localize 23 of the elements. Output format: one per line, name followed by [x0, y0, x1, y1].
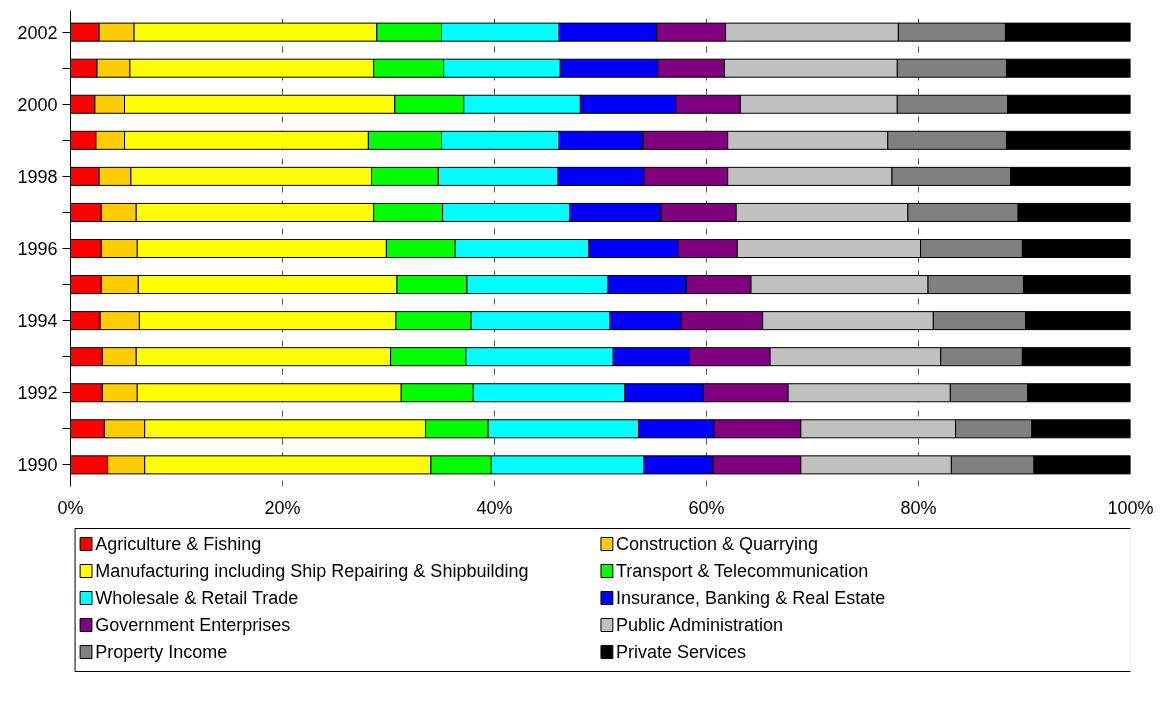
- legend-label: Wholesale & Retail Trade: [95, 588, 299, 608]
- legend-label: Insurance, Banking & Real Estate: [616, 588, 886, 608]
- y-tick-label: 1994: [17, 311, 58, 332]
- legend-label: Manufacturing including Ship Repairing & Shipbuilding: [95, 561, 529, 581]
- legend-label: Transport & Telecommunication: [616, 561, 869, 581]
- y-tick-label: 1992: [17, 383, 58, 404]
- x-tick-label: 20%: [264, 497, 301, 518]
- legend-label: Public Administration: [616, 615, 784, 635]
- x-tick-label: 60%: [688, 497, 725, 518]
- legend-label: Construction & Quarrying: [616, 534, 819, 554]
- x-tick-label: 80%: [900, 497, 937, 518]
- y-tick-label: 2002: [17, 22, 58, 43]
- legend-label: Property Income: [95, 642, 228, 662]
- y-tick-label: 2000: [17, 94, 58, 115]
- x-tick-label: 40%: [476, 497, 513, 518]
- legend-label: Agriculture & Fishing: [95, 534, 262, 554]
- y-tick-label: 1990: [17, 455, 58, 476]
- x-tick-label: 100%: [1107, 497, 1154, 518]
- y-tick-label: 1998: [17, 166, 58, 187]
- legend-label: Private Services: [616, 642, 747, 662]
- x-tick-label: 0%: [57, 497, 84, 518]
- y-tick-label: 1996: [17, 239, 58, 259]
- legend-label: Government Enterprises: [95, 615, 291, 635]
